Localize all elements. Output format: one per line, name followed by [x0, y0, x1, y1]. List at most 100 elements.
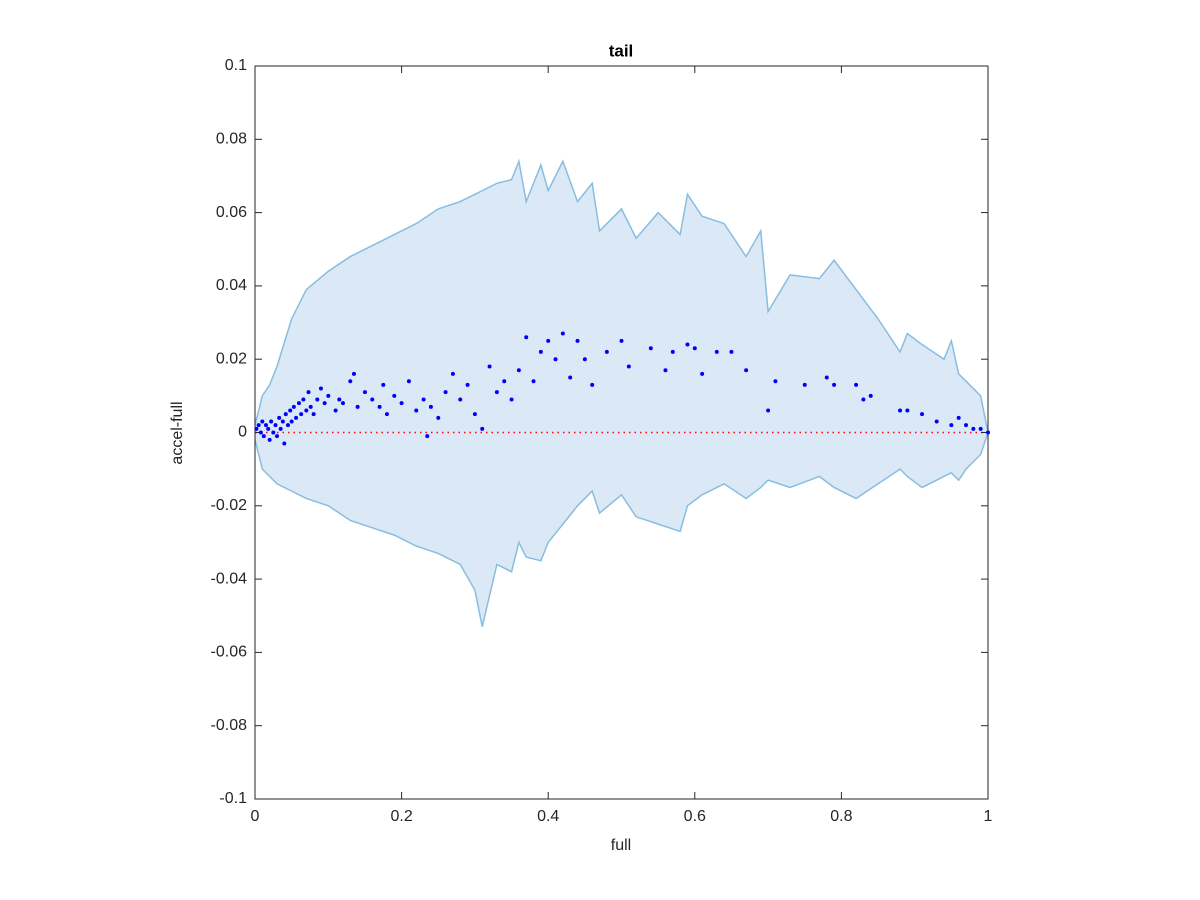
point — [714, 349, 719, 354]
point — [978, 426, 983, 431]
point — [428, 404, 433, 409]
point — [318, 386, 323, 391]
x-axis-label: full — [611, 837, 631, 854]
point — [626, 364, 631, 369]
point — [421, 397, 426, 402]
point — [553, 357, 558, 362]
point — [289, 419, 294, 424]
point — [920, 412, 925, 417]
point — [266, 426, 271, 431]
point — [381, 382, 386, 387]
point — [509, 397, 514, 402]
chart-title: tail — [609, 41, 634, 60]
point — [436, 415, 441, 420]
point — [370, 397, 375, 402]
point — [516, 368, 521, 373]
x-tick-label: 0.4 — [537, 808, 559, 825]
point — [854, 382, 859, 387]
point — [294, 415, 299, 420]
point — [322, 401, 327, 406]
point — [348, 379, 353, 384]
y-tick-label: -0.04 — [211, 570, 248, 587]
point — [399, 401, 404, 406]
y-tick-label: 0.06 — [216, 204, 247, 221]
point — [670, 349, 675, 354]
point — [575, 338, 580, 343]
point — [296, 401, 301, 406]
point — [280, 419, 285, 424]
point — [340, 401, 345, 406]
point — [458, 397, 463, 402]
x-tick-label: 0.8 — [830, 808, 852, 825]
point — [256, 423, 261, 428]
point — [311, 412, 316, 417]
point — [531, 379, 536, 384]
point — [299, 412, 304, 417]
y-tick-label: -0.02 — [211, 497, 248, 514]
point — [306, 390, 311, 395]
x-tick-label: 1 — [984, 808, 993, 825]
point — [285, 423, 290, 428]
point — [971, 426, 976, 431]
point — [271, 430, 276, 435]
point — [384, 412, 389, 417]
point — [351, 371, 356, 376]
point — [956, 415, 961, 420]
point — [582, 357, 587, 362]
point — [288, 408, 293, 413]
point — [560, 331, 565, 336]
point — [267, 437, 272, 442]
point — [568, 375, 573, 380]
point — [861, 397, 866, 402]
point — [766, 408, 771, 413]
point — [692, 346, 697, 351]
point — [333, 408, 338, 413]
point — [480, 426, 485, 431]
point — [425, 434, 430, 439]
point — [278, 426, 283, 431]
point — [744, 368, 749, 373]
point — [258, 430, 263, 435]
point — [254, 426, 259, 431]
x-tick-label: 0.6 — [684, 808, 706, 825]
point — [868, 393, 873, 398]
point — [898, 408, 903, 413]
point — [546, 338, 551, 343]
band-lower-line — [254, 432, 989, 627]
point — [304, 408, 309, 413]
point — [260, 419, 265, 424]
band-area — [255, 161, 988, 627]
point — [590, 382, 595, 387]
point — [406, 379, 411, 384]
point — [465, 382, 470, 387]
point — [274, 434, 279, 439]
point — [964, 423, 969, 428]
point — [443, 390, 448, 395]
y-tick-label: -0.06 — [211, 644, 248, 661]
point — [282, 441, 287, 446]
point — [700, 371, 705, 376]
point — [986, 430, 990, 435]
point — [301, 397, 306, 402]
point — [355, 404, 360, 409]
point — [326, 393, 331, 398]
point — [315, 397, 320, 402]
y-tick-label: -0.08 — [211, 717, 248, 734]
point — [273, 423, 278, 428]
point — [685, 342, 690, 347]
point — [472, 412, 477, 417]
point — [538, 349, 543, 354]
y-axis-label: accel-full — [169, 401, 186, 464]
point — [277, 415, 282, 420]
point — [308, 404, 313, 409]
point — [832, 382, 837, 387]
y-tick-label: 0.08 — [216, 131, 247, 148]
point — [949, 423, 954, 428]
point — [619, 338, 624, 343]
point — [450, 371, 455, 376]
point — [934, 419, 939, 424]
point — [824, 375, 829, 380]
x-tick-label: 0.2 — [390, 808, 412, 825]
point — [487, 364, 492, 369]
